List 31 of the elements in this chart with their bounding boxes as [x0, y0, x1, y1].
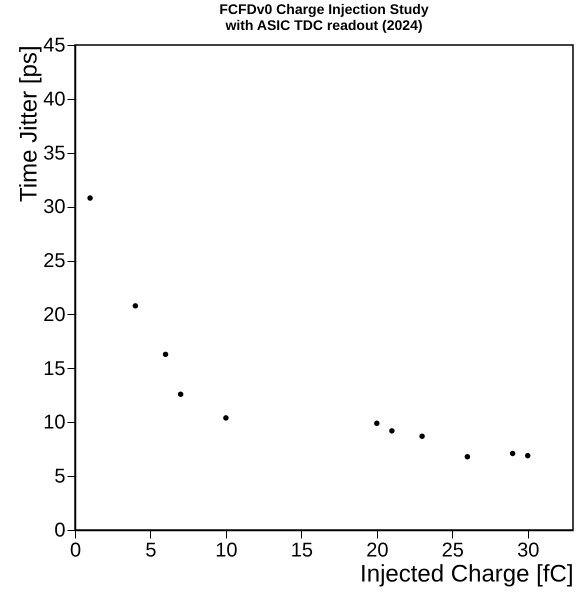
point	[87, 195, 93, 201]
chart-title: FCFDv0 Charge Injection Study with ASIC TDC readout (2024)	[219, 1, 429, 33]
x-tick-label: 20	[366, 540, 388, 562]
point	[132, 303, 138, 309]
point	[419, 434, 425, 439]
x-axis-title: Injected Charge [fC]	[360, 560, 574, 588]
point	[223, 415, 229, 421]
point	[524, 452, 530, 458]
y-tick-label: 45	[43, 34, 66, 56]
y-tick-label: 30	[43, 196, 66, 218]
y-tick-label: 35	[43, 142, 66, 164]
y-tick-label: 0	[54, 520, 66, 542]
y-tick-label: 15	[43, 358, 66, 380]
point	[374, 420, 380, 426]
point	[464, 454, 470, 460]
y-tick-label: 10	[43, 412, 66, 434]
y-tick-label: 20	[43, 304, 66, 326]
x-tick-label: 0	[70, 540, 82, 562]
point	[162, 352, 168, 358]
point	[178, 391, 184, 397]
y-tick-label: 5	[54, 466, 66, 488]
y-axis-title: Time Jitter [ps]	[15, 46, 42, 202]
y-tick-label: 25	[43, 250, 66, 272]
x-tick-label: 5	[145, 540, 157, 562]
x-tick-label: 10	[215, 540, 238, 562]
x-tick-label: 30	[517, 540, 540, 562]
x-tick-label: 15	[290, 540, 313, 562]
y-tick-label: 40	[43, 88, 66, 110]
x-tick-label: 25	[442, 540, 464, 562]
point	[510, 450, 516, 456]
point	[389, 428, 395, 434]
